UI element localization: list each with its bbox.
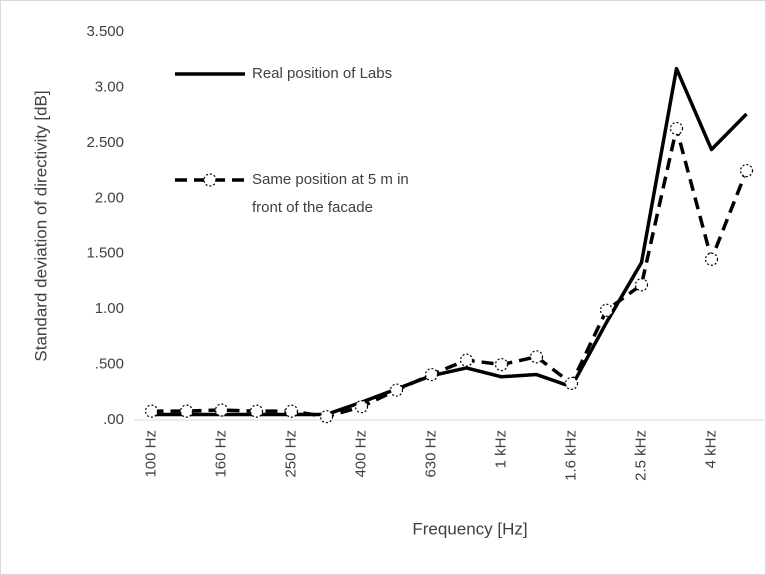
marker [354,400,369,414]
y-tick-label: .500 [95,356,124,373]
marker [739,163,754,178]
marker [494,357,509,372]
y-tick-label: 3.500 [86,23,124,40]
legend-label: Real position of Labs [252,65,393,82]
marker [249,404,264,418]
x-axis-title: Frequency [Hz] [412,519,527,538]
marker [634,278,649,292]
marker [424,367,439,382]
marker [144,404,159,418]
x-tick-label: 2.5 kHz [632,430,649,481]
marker [669,121,684,136]
x-tick-label: 100 Hz [142,430,159,478]
marker [459,353,474,367]
marker [704,252,719,266]
y-tick-label: 2.500 [86,134,124,151]
marker [389,383,404,397]
x-tick-label: 4 kHz [702,430,719,468]
marker [599,303,614,317]
legend-label: Same position at 5 m in front of the fac… [252,171,409,216]
x-tick-label: 400 Hz [352,430,369,478]
marker [284,404,299,418]
y-tick-label: 2.00 [95,189,124,206]
x-tick-label: 1 kHz [492,430,509,468]
y-axis-title: Standard deviation of directivity [dB] [31,90,50,361]
y-tick-label: 1.00 [95,300,124,317]
marker [179,404,194,418]
marker [214,403,229,417]
x-tick-label: 630 Hz [422,430,439,478]
legend-marker [203,173,217,187]
marker [564,376,579,391]
marker [319,410,334,424]
y-tick-label: .00 [103,411,124,428]
x-tick-label: 160 Hz [212,430,229,478]
y-tick-label: 3.00 [95,78,124,95]
x-tick-label: 1.6 kHz [562,430,579,481]
series-line [151,66,748,417]
y-tick-label: 1.500 [86,245,124,262]
marker [529,350,544,364]
x-tick-label: 250 Hz [282,430,299,478]
